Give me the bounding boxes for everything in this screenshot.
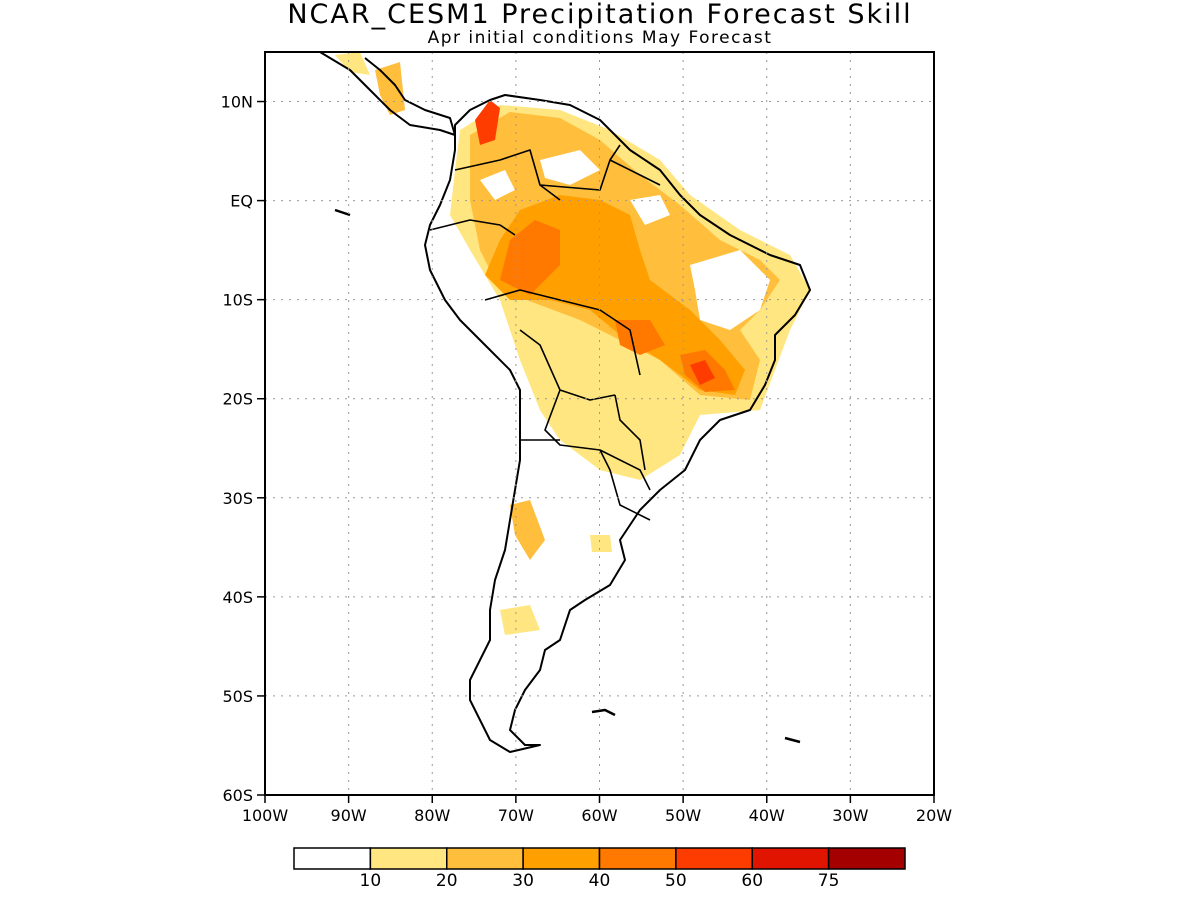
- colorbar-swatch: [369, 847, 448, 870]
- x-tick-label: 60W: [581, 806, 617, 825]
- x-tick-label: 70W: [498, 806, 534, 825]
- colorbar-swatch: [446, 847, 524, 870]
- skill-area-amazon-40: [500, 220, 560, 295]
- central-america-outline: [319, 52, 456, 136]
- y-tick-label: 20S: [222, 390, 253, 409]
- x-tick-label: 50W: [665, 806, 701, 825]
- no-skill-colombia: [480, 170, 515, 200]
- x-axis: 100W 90W 80W 70W 60W 50W 40W 30W 20W: [242, 795, 952, 825]
- colorbar-label: 40: [589, 871, 611, 891]
- south-georgia: [784, 736, 801, 744]
- skill-area-cerrado-50: [690, 360, 715, 385]
- x-tick-label: 100W: [242, 806, 289, 825]
- colorbar-swatch: [598, 847, 677, 870]
- colorbar-label: 30: [512, 871, 534, 891]
- y-tick-label: 10S: [222, 291, 253, 310]
- colorbar: 10 20 30 40 50 60 75: [293, 847, 906, 891]
- colorbar-swatch: [675, 847, 753, 870]
- colorbar-label: 60: [741, 871, 763, 891]
- south-america-outline: [424, 94, 811, 753]
- y-tick-label: 50S: [222, 687, 253, 706]
- y-axis: 10N EQ 10S 20S 30S 40S 50S 60S: [221, 93, 265, 805]
- x-tick-label: 90W: [331, 806, 367, 825]
- skill-area-patagonia-10: [500, 605, 540, 635]
- x-tick-label: 80W: [414, 806, 450, 825]
- x-tick-label: 40W: [749, 806, 785, 825]
- colorbar-swatch: [827, 847, 906, 870]
- x-tick-label: 20W: [916, 806, 952, 825]
- skill-area-central-america-20: [375, 62, 405, 115]
- coastlines: [319, 52, 811, 753]
- y-tick-label: 40S: [222, 588, 253, 607]
- y-tick-label: 10N: [221, 93, 253, 112]
- colorbar-label: 50: [665, 871, 687, 891]
- country-borders: [429, 144, 661, 521]
- x-tick-label: 30W: [832, 806, 868, 825]
- map-field: [265, 52, 934, 795]
- colorbar-label: 20: [436, 871, 458, 891]
- y-tick-label: 30S: [222, 489, 253, 508]
- skill-area-chile-20: [510, 500, 545, 560]
- skill-shading: [335, 52, 810, 635]
- skill-area-central-america-10: [335, 52, 370, 75]
- colorbar-swatch: [751, 847, 830, 870]
- galapagos: [334, 208, 351, 217]
- chart-title: NCAR_CESM1 Precipitation Forecast Skill: [287, 0, 913, 30]
- no-skill-ne-brazil: [690, 250, 770, 330]
- y-tick-label: 60S: [222, 786, 253, 805]
- falkland-islands: [591, 708, 616, 717]
- skill-area-argentina-10: [590, 535, 612, 552]
- colorbar-label: 10: [360, 871, 382, 891]
- colorbar-label: 75: [818, 871, 840, 891]
- skill-area-bolivia-10: [535, 332, 552, 352]
- no-skill-venezuela: [540, 150, 600, 185]
- no-skill-guianas: [630, 195, 670, 225]
- y-tick-label: EQ: [230, 192, 253, 211]
- colorbar-swatch: [522, 847, 601, 870]
- colorbar-swatch: [293, 847, 372, 870]
- skill-area-colombia-50: [475, 100, 500, 145]
- chart-subtitle: Apr initial conditions May Forecast: [427, 28, 773, 48]
